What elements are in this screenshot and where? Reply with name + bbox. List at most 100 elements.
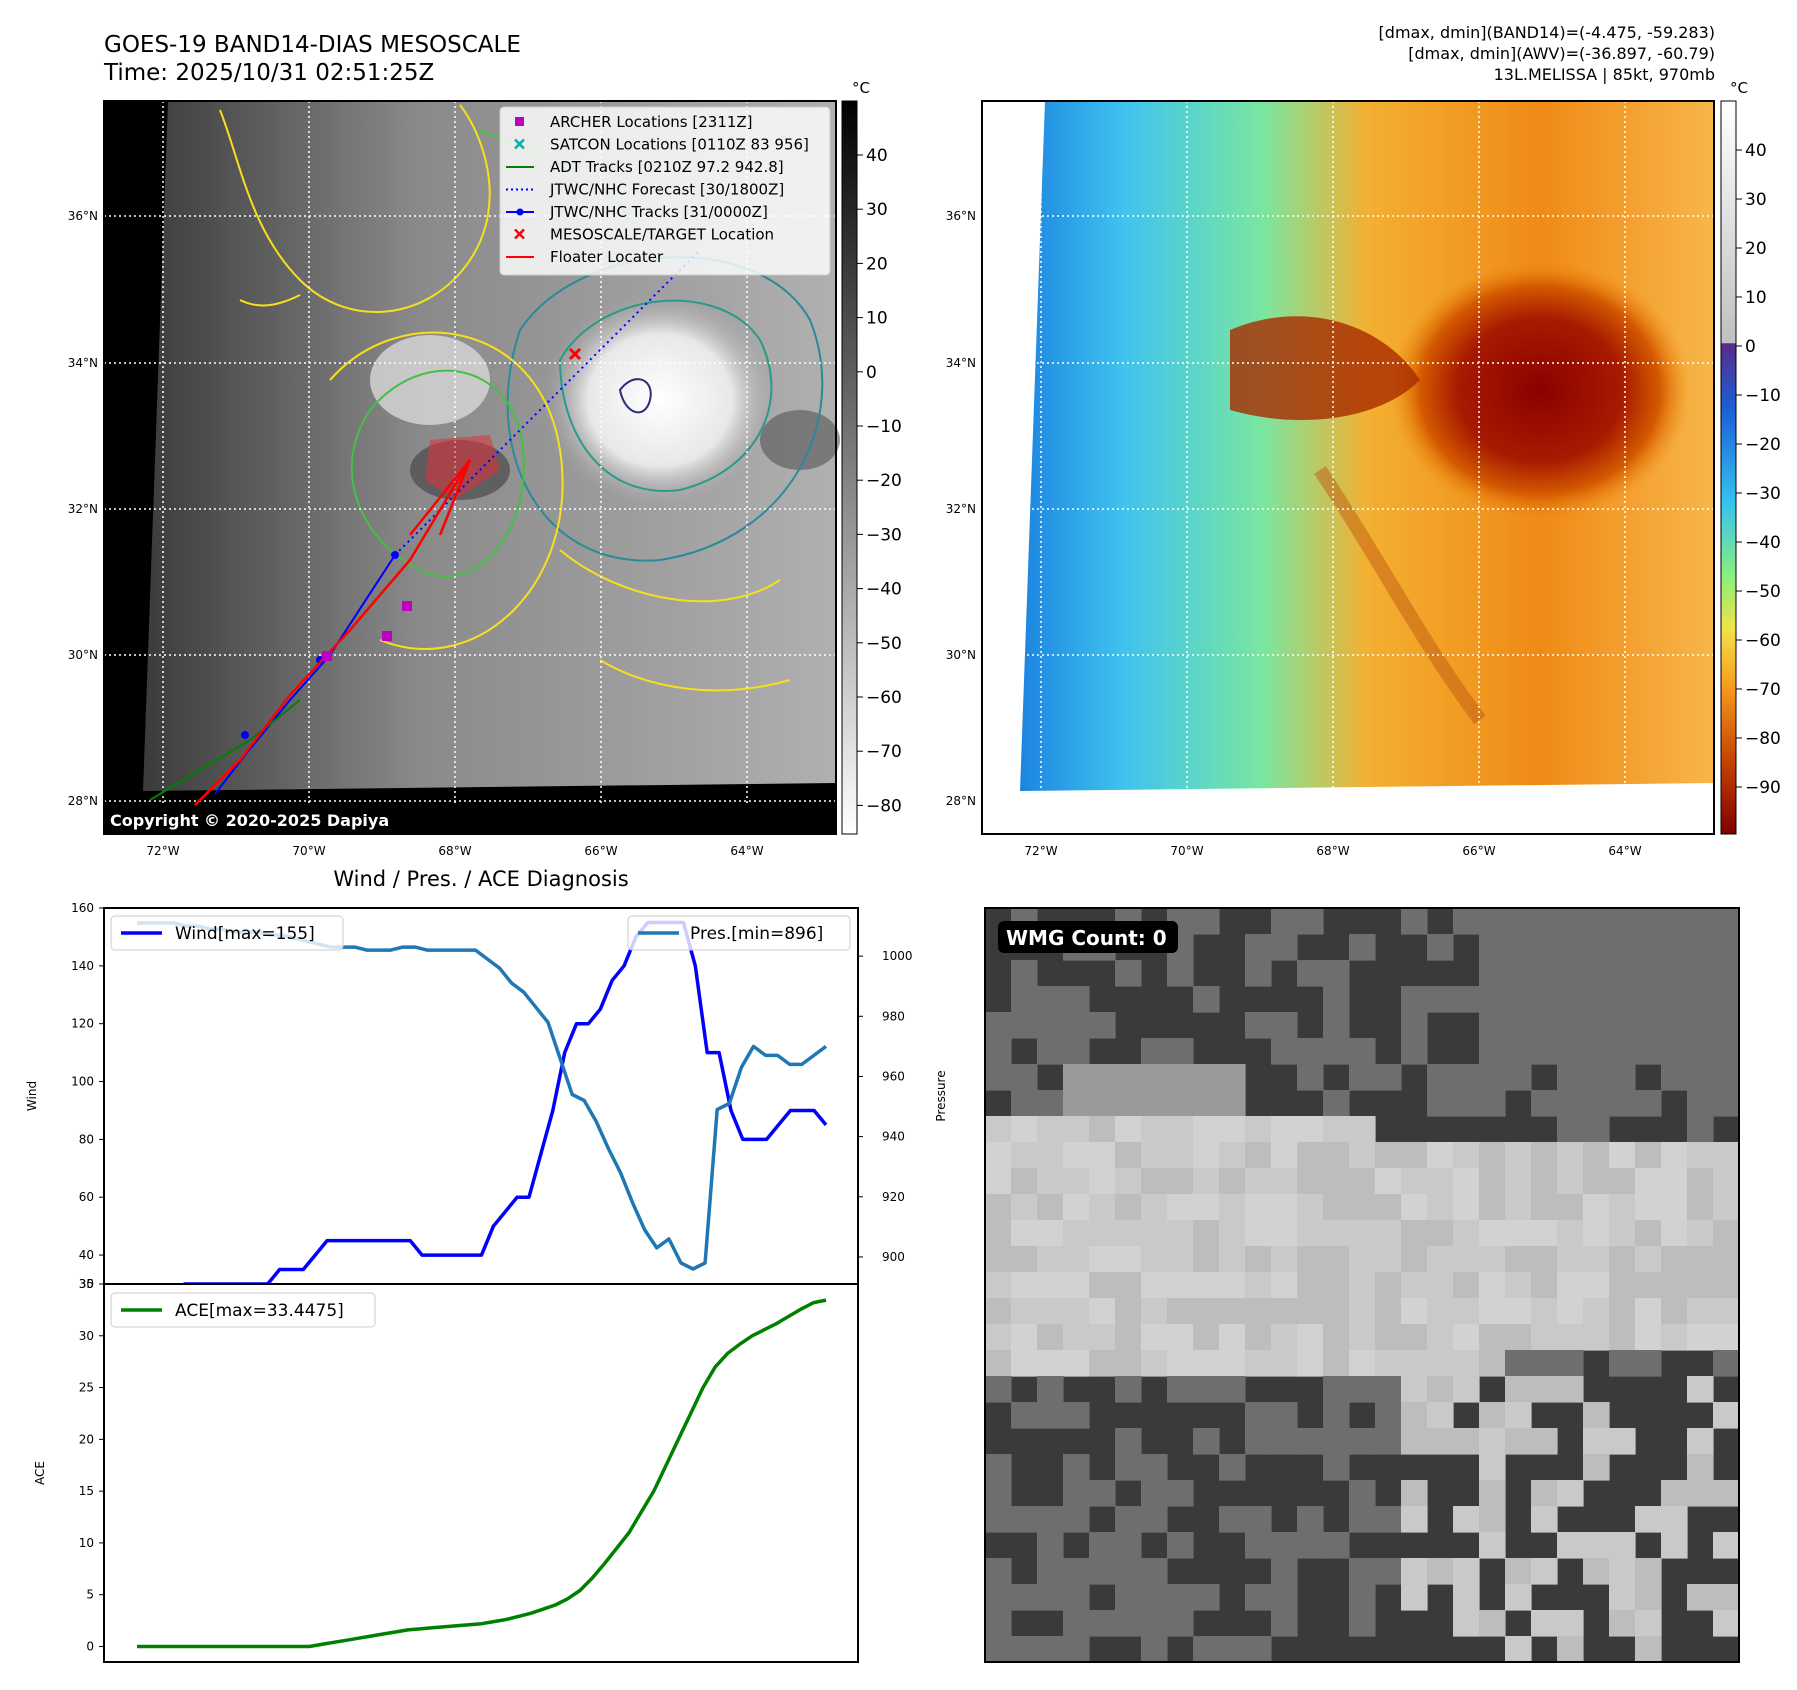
wmg-cell <box>1115 1532 1142 1559</box>
wmg-cell <box>1037 1350 1064 1377</box>
wmg-cell <box>1687 1246 1714 1273</box>
wmg-cell <box>1323 960 1350 987</box>
storm-info: 13L.MELISSA | 85kt, 970mb <box>1494 65 1715 84</box>
wmg-cell <box>1661 1298 1688 1325</box>
wmg-cell <box>1323 1142 1350 1169</box>
wind-pressure-chart: 30 40 60 80 100 120 140 160 900 920 940 960 980 1000 W… <box>71 901 913 1301</box>
stats-awv: [dmax, dmin](AWV)=(-36.897, -60.79) <box>1408 44 1715 63</box>
wmg-cell <box>1583 1454 1610 1481</box>
wmg-cell <box>1349 1350 1376 1377</box>
wmg-cell <box>1193 1142 1220 1169</box>
wmg-cell <box>1401 1194 1428 1221</box>
wmg-cell <box>1557 1298 1584 1325</box>
wmg-cell <box>1661 1038 1688 1065</box>
wmg-cell <box>1713 986 1740 1013</box>
wmg-cell <box>1063 1090 1090 1117</box>
wmg-cell <box>1505 1428 1532 1455</box>
wmg-cell <box>1557 1168 1584 1195</box>
longitude-label: 66°W <box>584 844 617 858</box>
wmg-cell <box>1193 1220 1220 1247</box>
wmg-cell <box>1427 1064 1454 1091</box>
wmg-cell <box>1271 1558 1298 1585</box>
wmg-cell <box>1609 1350 1636 1377</box>
wmg-cell <box>1713 1610 1740 1637</box>
wmg-cell <box>1349 1376 1376 1403</box>
wmg-cell <box>1089 1142 1116 1169</box>
wmg-cell <box>985 1012 1012 1039</box>
wmg-cell <box>1011 1402 1038 1429</box>
longitude-label: 64°W <box>1608 844 1641 858</box>
wmg-cell <box>1687 934 1714 961</box>
wmg-cell <box>1635 1350 1662 1377</box>
wmg-cell <box>1375 1324 1402 1351</box>
wmg-cell <box>1401 1480 1428 1507</box>
wmg-cell <box>1661 1532 1688 1559</box>
wmg-cell <box>1193 1376 1220 1403</box>
wmg-cell <box>1557 1194 1584 1221</box>
wmg-cell <box>1037 1142 1064 1169</box>
wind-y-tick-label: 60 <box>79 1190 94 1204</box>
wmg-cell <box>1505 908 1532 935</box>
wmg-cell <box>985 1246 1012 1273</box>
wmg-cell <box>1011 1246 1038 1273</box>
wmg-cell <box>1453 1272 1480 1299</box>
wind-y-tick-label: 100 <box>71 1075 94 1089</box>
wmg-cell <box>1505 986 1532 1013</box>
wmg-cell <box>1505 1558 1532 1585</box>
wmg-cell <box>1505 1194 1532 1221</box>
wmg-cell <box>1687 1376 1714 1403</box>
wmg-cell <box>1713 1246 1740 1273</box>
wmg-cell <box>1245 1194 1272 1221</box>
color-colorbar-unit: °C <box>1730 79 1748 97</box>
wmg-cell <box>1505 1350 1532 1377</box>
wmg-cell <box>1453 1168 1480 1195</box>
wmg-cell <box>1505 1402 1532 1429</box>
wmg-cell <box>1479 1610 1506 1637</box>
wmg-cell <box>1167 1376 1194 1403</box>
wmg-cell <box>1141 1116 1168 1143</box>
wmg-cell <box>1557 1350 1584 1377</box>
legend-item: JTWC/NHC Tracks [31/0000Z] <box>506 203 768 221</box>
wmg-cell <box>1141 1324 1168 1351</box>
gray-colorbar-tick-label: 0 <box>866 363 877 383</box>
wmg-frame <box>984 907 1740 1663</box>
latitude-label: 28°N <box>946 794 976 808</box>
wmg-cell <box>1089 1480 1116 1507</box>
wmg-cell <box>1583 1142 1610 1169</box>
wmg-cell <box>1323 1402 1350 1429</box>
wmg-cell <box>1479 986 1506 1013</box>
wmg-cell <box>1037 1506 1064 1533</box>
wmg-cell <box>1063 1454 1090 1481</box>
wmg-cell <box>1635 1194 1662 1221</box>
cold-cloud-band <box>1230 316 1420 420</box>
wmg-cell <box>1401 1012 1428 1039</box>
wmg-cell <box>1297 1350 1324 1377</box>
wind-axis-label: Wind <box>25 1081 39 1111</box>
color-colorbar-tick-label: −20 <box>1745 435 1781 455</box>
wmg-cell <box>1297 1194 1324 1221</box>
wmg-cell <box>1245 1220 1272 1247</box>
wmg-cell <box>1141 1142 1168 1169</box>
wmg-cell <box>1063 1558 1090 1585</box>
wmg-cell <box>1583 1246 1610 1273</box>
wmg-cell <box>1609 1090 1636 1117</box>
wmg-cell <box>1635 1298 1662 1325</box>
wmg-cell <box>1271 1194 1298 1221</box>
wmg-cell <box>1687 1454 1714 1481</box>
wmg-cell <box>1557 1116 1584 1143</box>
wmg-cell <box>1479 1324 1506 1351</box>
wmg-cell <box>1661 1220 1688 1247</box>
wmg-cell <box>1141 1038 1168 1065</box>
wmg-cell <box>1115 1454 1142 1481</box>
wmg-cell <box>1349 1220 1376 1247</box>
wmg-cell <box>1505 1298 1532 1325</box>
gray-colorbar-tick-label: 20 <box>866 254 888 274</box>
longitude-label: 72°W <box>146 844 179 858</box>
wmg-cell <box>1297 1298 1324 1325</box>
wmg-cell <box>1453 1142 1480 1169</box>
wmg-cell <box>1063 1038 1090 1065</box>
ace-frame <box>103 1283 859 1663</box>
wmg-cell <box>1401 1350 1428 1377</box>
wmg-cell <box>1713 1480 1740 1507</box>
wmg-cell <box>1557 1532 1584 1559</box>
